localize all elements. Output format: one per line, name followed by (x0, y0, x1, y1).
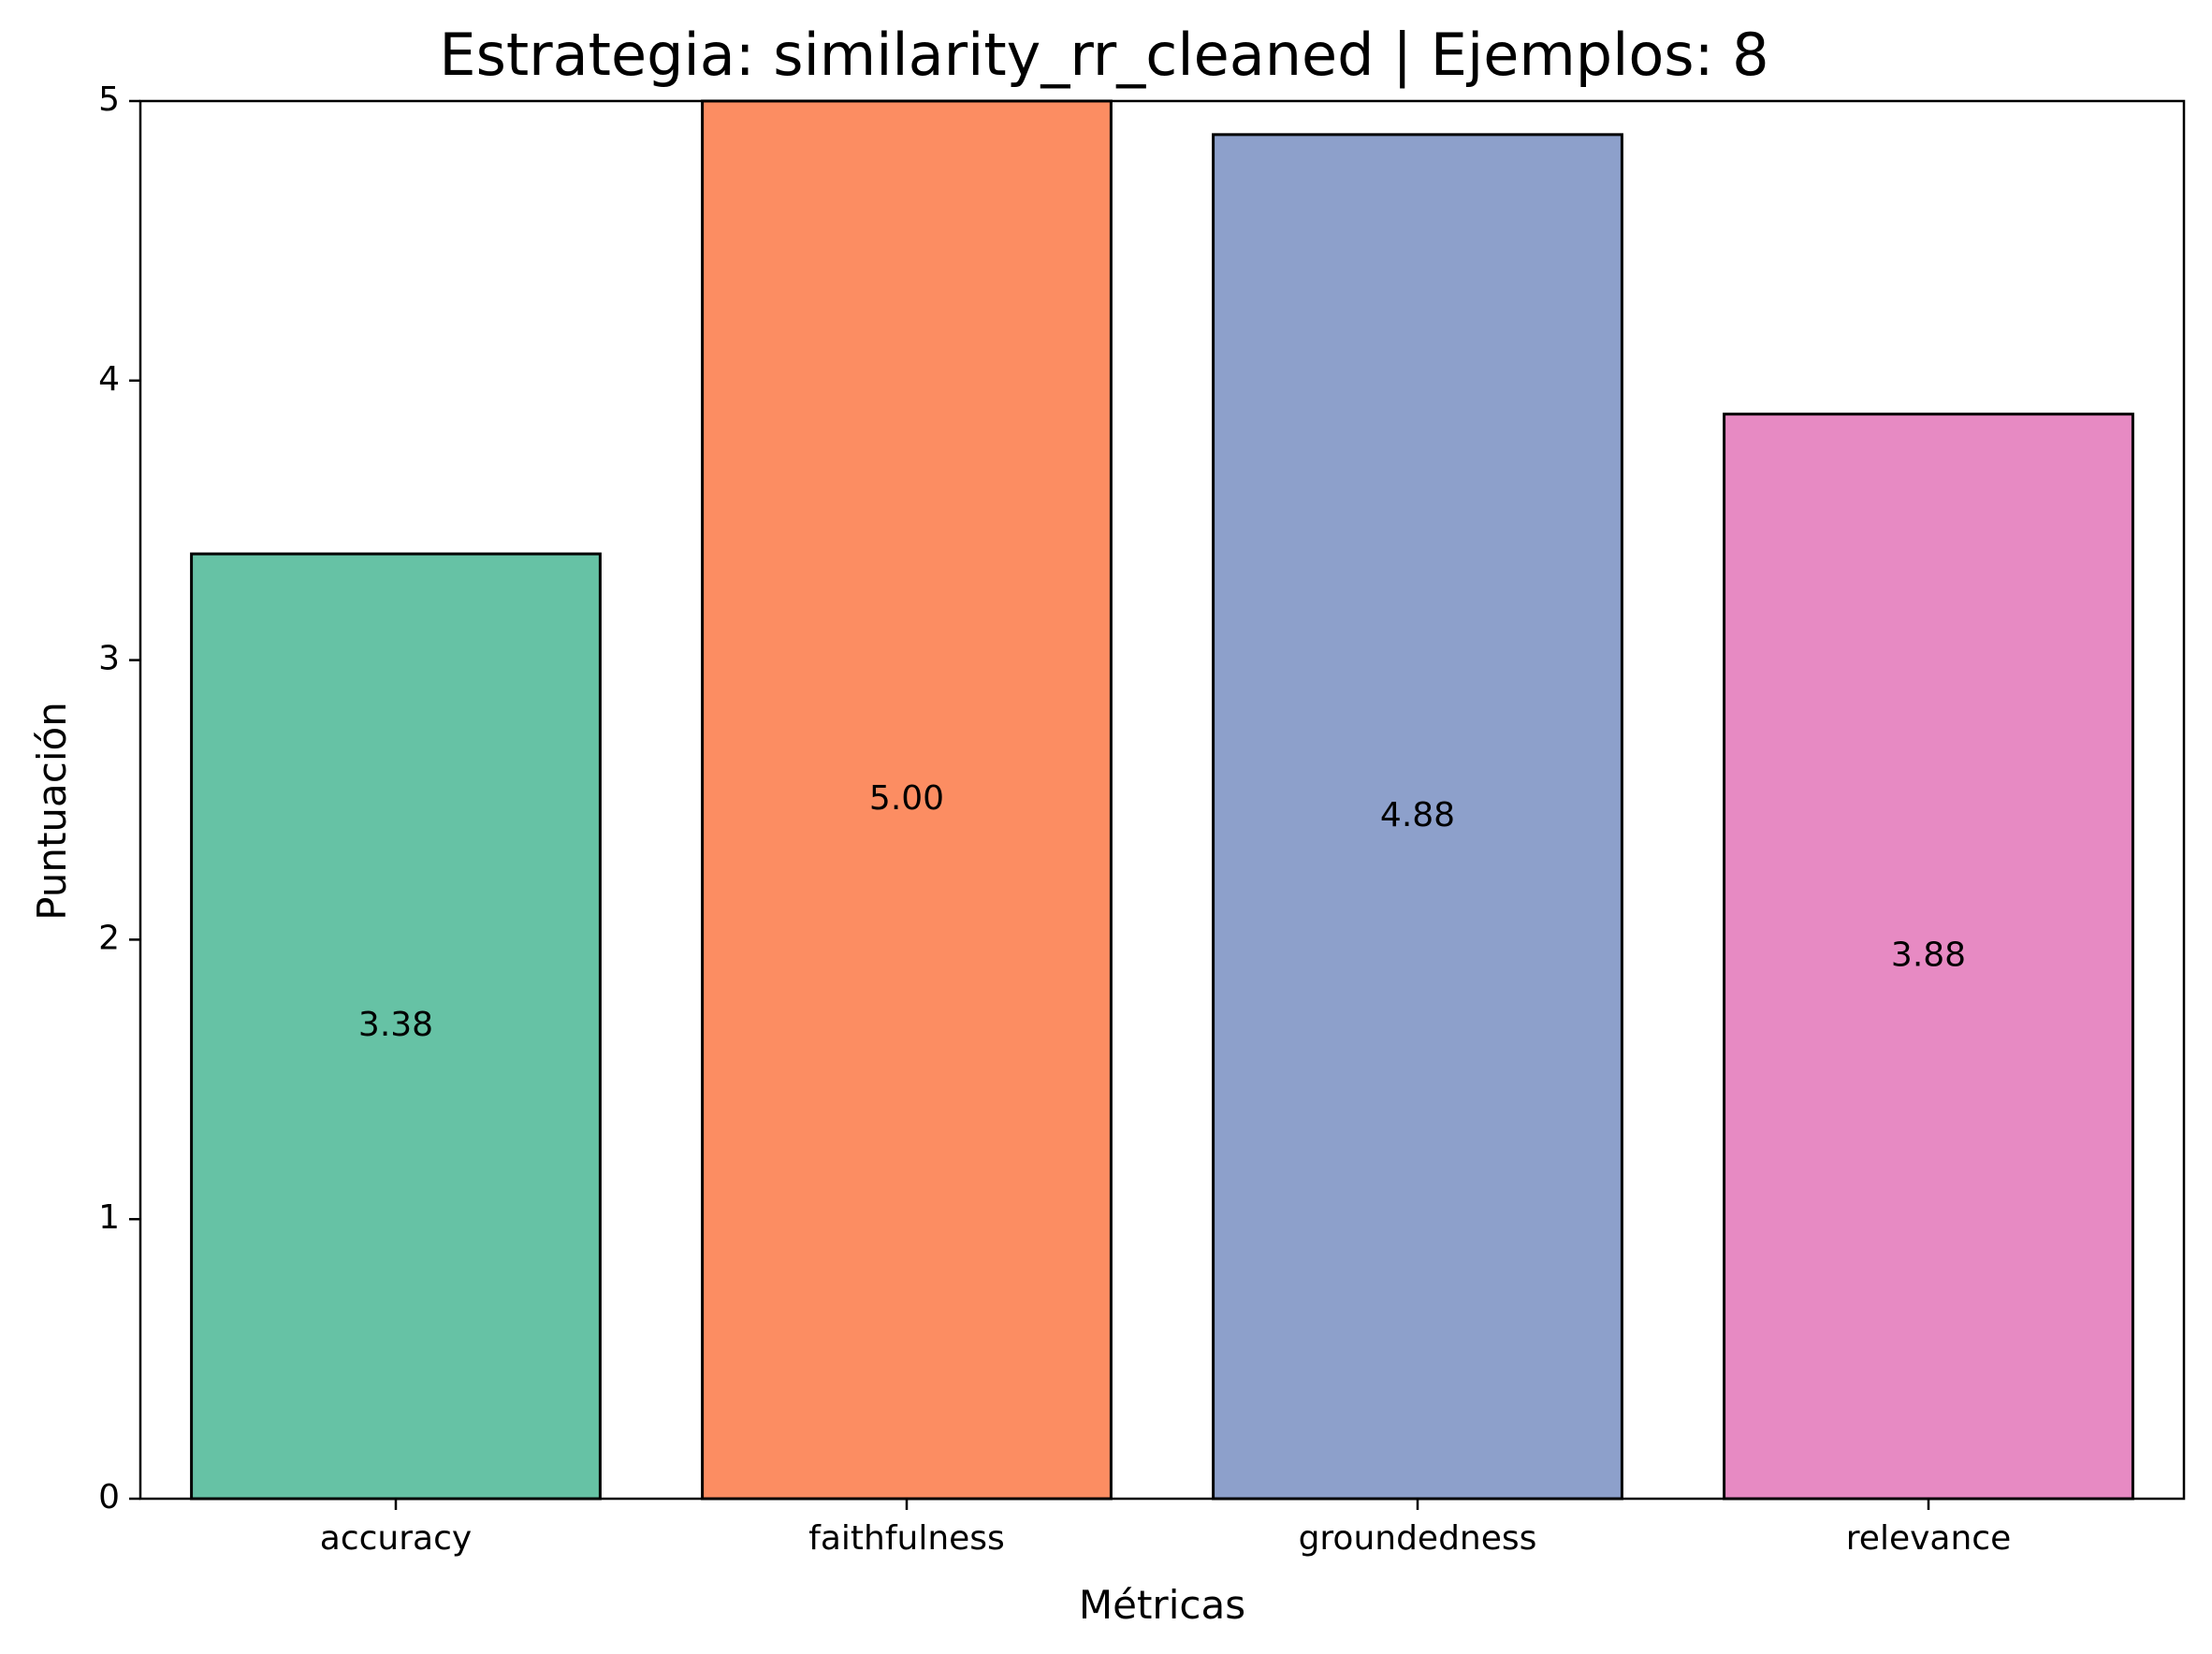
bar-groundedness (1212, 133, 1623, 1501)
data-label-relevance: 3.88 (1891, 936, 1966, 974)
y-tick-label-3: 3 (98, 640, 120, 678)
y-tick-label-1: 1 (98, 1198, 120, 1237)
plot-frame (138, 99, 2186, 1501)
chart-title: Estrategia: similarity_rr_cleaned | Ejem… (439, 21, 1768, 90)
y-axis-label: Puntuación (29, 702, 75, 921)
data-label-groundedness: 4.88 (1380, 796, 1455, 834)
x-axis-label: Métricas (1079, 1582, 1245, 1628)
y-tick-label-0: 0 (98, 1478, 120, 1516)
data-label-accuracy: 3.38 (358, 1006, 433, 1044)
bar-faithfulness (701, 99, 1113, 1501)
bar-relevance (1723, 413, 2134, 1501)
bar-accuracy (190, 552, 602, 1501)
y-tick-label-4: 4 (98, 360, 120, 399)
y-tick-label-2: 2 (98, 919, 120, 957)
plot-area: 3.38 5.00 4.88 3.88 0 1 2 3 4 5 accuracy faithfulne… (98, 80, 2186, 1558)
x-tick-label-accuracy: accuracy (320, 1519, 472, 1558)
x-tick-label-relevance: relevance (1846, 1519, 2011, 1558)
y-tick-label-5: 5 (98, 80, 120, 119)
x-tick-label-faithfulness: faithfulness (808, 1519, 1005, 1558)
x-tick-label-groundedness: groundedness (1299, 1519, 1537, 1558)
data-label-faithfulness: 5.00 (869, 779, 944, 818)
